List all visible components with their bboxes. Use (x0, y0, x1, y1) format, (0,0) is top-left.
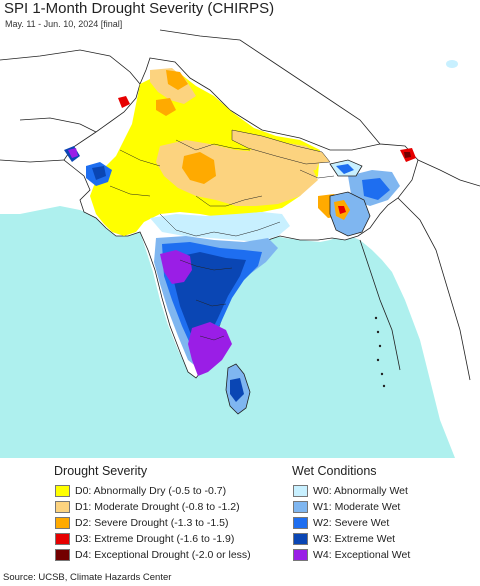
legend-label-w4: W4: Exceptional Wet (313, 549, 411, 561)
zone-w3-south (172, 252, 246, 348)
legend-item-d3: D3: Extreme Drought (-1.6 to -1.9) (55, 532, 234, 546)
sri-lanka-wet (230, 378, 244, 402)
legend-drought-heading: Drought Severity (54, 464, 148, 478)
zone-w0-central (150, 212, 290, 242)
legend-swatch-w4 (293, 549, 308, 561)
legend-label-d4: D4: Exceptional Drought (-2.0 or less) (75, 549, 251, 561)
islands (374, 316, 386, 388)
legend-label-d3: D3: Extreme Drought (-1.6 to -1.9) (75, 533, 235, 545)
legend-label-w3: W3: Extreme Wet (313, 533, 396, 545)
lake (446, 60, 458, 68)
legend-swatch-w1 (293, 501, 308, 513)
zone-w4-gujarat (68, 148, 78, 158)
bhutan-wet (336, 164, 354, 174)
map-subtitle: May. 11 - Jun. 10, 2024 [final] (5, 19, 123, 29)
bangladesh-extreme (338, 206, 346, 214)
legend-item-d0: D0: Abnormally Dry (-0.5 to -0.7) (55, 484, 226, 498)
legend-label-d0: D0: Abnormally Dry (-0.5 to -0.7) (75, 485, 227, 497)
source-credit: Source: UCSB, Climate Hazards Center (3, 572, 172, 583)
legend-swatch-d1 (55, 501, 70, 513)
zone-w3-west (92, 166, 106, 180)
legend-swatch-w3 (293, 533, 308, 545)
legend-item-w2: W2: Severe Wet (293, 516, 389, 530)
zone-d2-central (182, 152, 216, 184)
zone-w4-karnataka (160, 250, 192, 284)
zone-d2-punjab (156, 98, 176, 116)
map-title: SPI 1-Month Drought Severity (CHIRPS) (4, 0, 275, 17)
legend-swatch-d0 (55, 485, 70, 497)
zone-w2-northeast (362, 178, 390, 200)
legend-swatch-d2 (55, 517, 70, 529)
legend-label-d2: D2: Severe Drought (-1.3 to -1.5) (75, 517, 229, 529)
legend-panel: Drought Severity Wet Conditions D0: Abno… (0, 458, 480, 586)
legend-label-w2: W2: Severe Wet (313, 517, 390, 529)
legend-item-w4: W4: Exceptional Wet (293, 548, 410, 562)
legend-wet-heading: Wet Conditions (292, 464, 377, 478)
legend-swatch-d4 (55, 549, 70, 561)
state-boundaries (109, 139, 335, 341)
legend-label-w0: W0: Abnormally Wet (313, 485, 408, 497)
legend-item-w3: W3: Extreme Wet (293, 532, 395, 546)
legend-item-d1: D1: Moderate Drought (-0.8 to -1.2) (55, 500, 240, 514)
legend-swatch-d3 (55, 533, 70, 545)
zone-d4-northeast (404, 152, 411, 158)
legend-item-d4: D4: Exceptional Drought (-2.0 or less) (55, 548, 251, 562)
legend-item-w0: W0: Abnormally Wet (293, 484, 408, 498)
nepal (231, 129, 331, 165)
country-borders (0, 29, 480, 381)
drought-map (0, 0, 480, 458)
zone-d3-north (118, 96, 130, 108)
zone-w4-tamilnadu (188, 322, 232, 376)
legend-item-d2: D2: Severe Drought (-1.3 to -1.5) (55, 516, 229, 530)
legend-swatch-w2 (293, 517, 308, 529)
legend-label-w1: W1: Moderate Wet (313, 501, 401, 513)
legend-label-d1: D1: Moderate Drought (-0.8 to -1.2) (75, 501, 240, 513)
legend-swatch-w0 (293, 485, 308, 497)
zone-d2-north (166, 70, 188, 90)
legend-item-w1: W1: Moderate Wet (293, 500, 400, 514)
